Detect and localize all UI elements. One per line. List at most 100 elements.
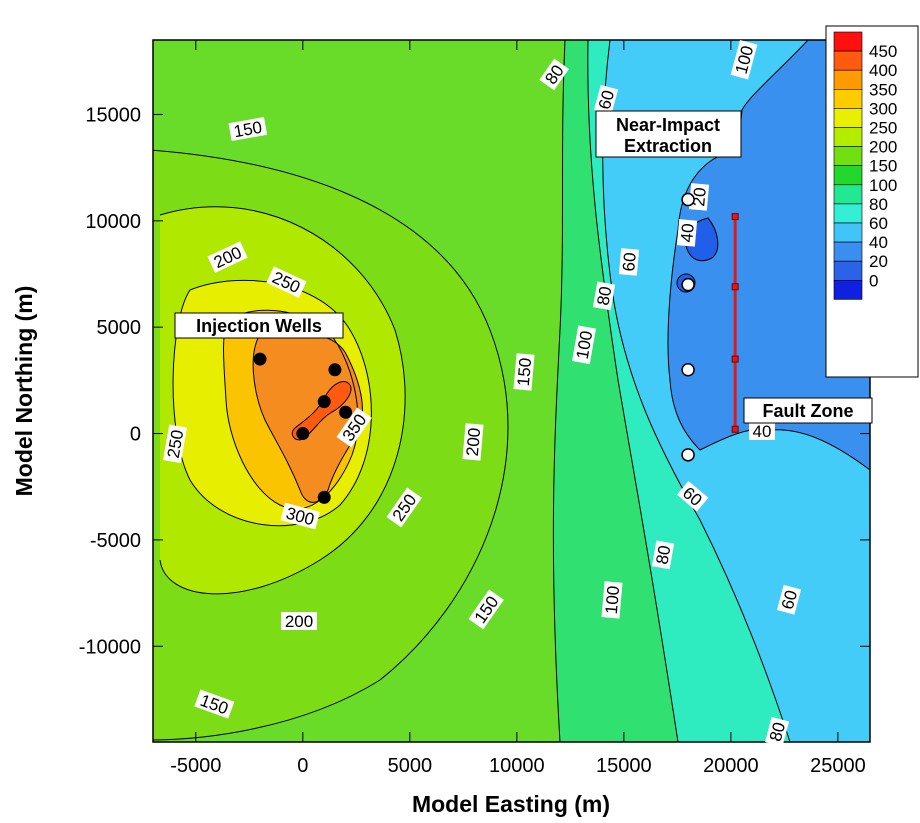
contour-label: 150 [228,117,268,142]
y-tick-label: -10000 [79,636,141,658]
contour-label-bg [572,325,597,365]
fault-zone [731,213,739,433]
annotation-injection-wells-text: Injection Wells [196,316,322,336]
legend-level-label: 250 [869,119,897,138]
contour-label: 200 [462,423,484,461]
extraction-well-marker [681,448,695,462]
contour-label-bg [462,423,484,461]
legend-swatch [833,241,863,262]
contour-label-bg [593,84,619,115]
annotation-line: Extraction [624,136,712,156]
isoline-80 [587,40,679,742]
isoline-100 [552,40,566,742]
legend-swatch [833,203,863,224]
contour-label: 60 [676,480,709,512]
legend-swatch [833,31,863,52]
x-axis-title: Model Easting (m) [412,791,610,817]
contour-label-bg [676,480,709,512]
legend-swatches [833,31,863,300]
legend-level-label: 100 [869,176,897,195]
contour-label-bg [207,241,248,273]
contour-label-text: 150 [232,118,263,142]
y-tick-label: 10000 [85,211,141,233]
contour-label-bg [194,689,235,719]
contour-label: 100 [601,581,623,619]
contour-label-bg [764,716,790,747]
extraction-well-marker [681,192,695,207]
legend-level-label: 80 [869,195,888,214]
injection-well-marker [317,395,331,409]
legend-swatch [833,146,863,167]
extraction-well-marker [681,362,695,377]
legend-swatch [833,222,863,243]
isoline-60 [602,40,791,742]
contour-label-bg [386,487,422,528]
y-tick-label: 5000 [97,317,142,339]
fault-zone-node [731,355,739,363]
x-tick-label: 5000 [388,755,433,777]
fault-zone-node [731,213,739,221]
contour-label: 40 [676,219,698,247]
fault-zone-node [731,425,739,433]
injection-well-marker [328,363,342,377]
fault-zone-nodes [731,213,739,433]
contour-label: 100 [572,325,597,365]
contour-label: 60 [776,584,801,615]
extraction-well-marker [681,277,695,292]
contour-label-bg [749,422,775,440]
x-tick-label: 0 [297,755,308,777]
contour-label-text: 80 [594,285,616,307]
legend-level-label: 300 [869,99,897,118]
x-tick-label: 25000 [810,755,866,777]
contour-plot-area [153,40,870,742]
annotation-line: Near-Impact [616,115,720,135]
contour-label-bg [539,58,570,91]
contour-label-text: 150 [514,357,535,387]
annotation-box [595,110,742,158]
injection-well-marker [317,490,331,504]
contour-label-text: 100 [573,329,597,360]
injection-well-marker [296,427,310,441]
legend-level-label: 450 [869,42,897,61]
y-tick-label: 15000 [85,104,141,126]
fault-zone-node [731,283,739,291]
contour-label: 80 [764,716,790,747]
legend-level-label: 0 [869,271,878,290]
legend-level-label: 60 [869,214,888,233]
contour-label: 200 [281,612,317,631]
legend-level-label: 20 [869,252,888,271]
annotation-extraction-text: Near-Impact Extraction [616,115,720,156]
y-tick-label: -5000 [90,530,141,552]
plot-frame [152,39,871,743]
annotation-box [174,312,344,339]
legend-swatch [833,69,863,90]
contour-label-text: 60 [778,588,801,611]
contour-label-bg [601,581,623,619]
annotation-box [743,397,873,424]
contour-label-text: 100 [602,585,623,615]
legend-swatch [833,184,863,205]
contour-label-bg [651,540,675,570]
contour-label: 40 [749,422,775,441]
contour-label-text: 200 [463,427,484,457]
contour-label-bg [336,407,372,448]
y-tick-label: 0 [130,424,141,446]
contour-label-bg [688,183,710,211]
contour-label-text: 200 [285,612,313,631]
isoline-200 [159,206,406,595]
legend-level-label: 200 [869,138,897,157]
x-axis-ticks: -5000 0 5000 10000 15000 20000 25000 [170,40,866,777]
contour-label-bg [163,424,188,464]
annotation-extraction: Near-Impact Extraction [595,110,742,158]
contour-label: 60 [593,84,619,115]
y-axis-ticks: -10000 -5000 0 5000 10000 15000 [79,104,870,658]
legend-swatch [833,89,863,109]
contour-label-bg [592,281,616,311]
contour-label-bg [676,219,698,247]
legend-level-label: 150 [869,157,897,176]
x-tick-label: 20000 [703,755,759,777]
contour-label: 80 [651,540,675,570]
